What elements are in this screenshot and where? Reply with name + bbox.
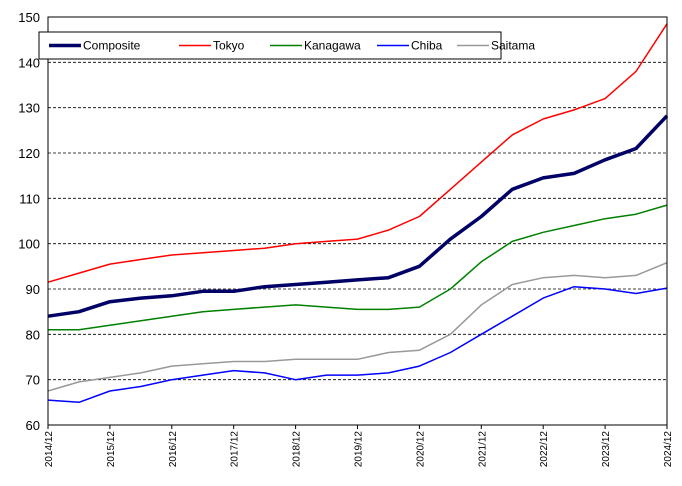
legend-label: Kanagawa: [304, 39, 361, 53]
legend-label: Saitama: [491, 39, 535, 53]
y-tick-label: 100: [18, 237, 40, 252]
legend-label: Tokyo: [213, 39, 245, 53]
x-tick-label: 2015/12: [106, 431, 117, 468]
y-tick-label: 70: [26, 373, 40, 388]
series-line-saitama: [47, 262, 668, 392]
y-axis-ticks: 60 70 80 90 100 110 120 130 140 150: [18, 10, 40, 433]
x-tick-label: 2019/12: [354, 431, 365, 468]
y-tick-label: 60: [26, 418, 40, 433]
y-tick-label: 140: [18, 55, 40, 70]
plot-area-frame: [47, 16, 668, 426]
x-tick-label: 2021/12: [477, 431, 488, 468]
x-tick-label: 2017/12: [230, 431, 241, 468]
x-tick-label: 2016/12: [168, 431, 179, 468]
series-line-composite: [47, 114, 669, 318]
y-tick-label: 150: [18, 10, 40, 25]
y-tick-label: 120: [18, 146, 40, 161]
series-line-kanagawa: [48, 204, 668, 331]
x-tick-label: 2014/12: [44, 431, 55, 468]
legend-label: Composite: [83, 39, 141, 53]
x-tick-label: 2024/12: [663, 431, 674, 468]
legend-label: Chiba: [411, 39, 443, 53]
y-tick-label: 110: [19, 191, 40, 206]
gridlines: [48, 61, 667, 381]
series-lines: [47, 23, 669, 404]
y-tick-label: 80: [26, 327, 40, 342]
series-line-tokyo: [47, 23, 668, 283]
legend: Composite Tokyo Kanagawa Chiba Saitama: [38, 31, 535, 60]
x-tick-label: 2020/12: [415, 431, 426, 468]
x-tick-label: 2018/12: [292, 431, 303, 468]
x-tick-label: 2022/12: [539, 431, 550, 468]
y-tick-label: 130: [18, 101, 40, 116]
x-tick-label: 2023/12: [601, 431, 612, 468]
series-line-chiba: [47, 285, 668, 404]
y-tick-label: 90: [26, 282, 40, 297]
x-axis-ticks: 2014/12 2015/12 2016/12 2017/12 2018/12 2019/…: [44, 425, 674, 467]
